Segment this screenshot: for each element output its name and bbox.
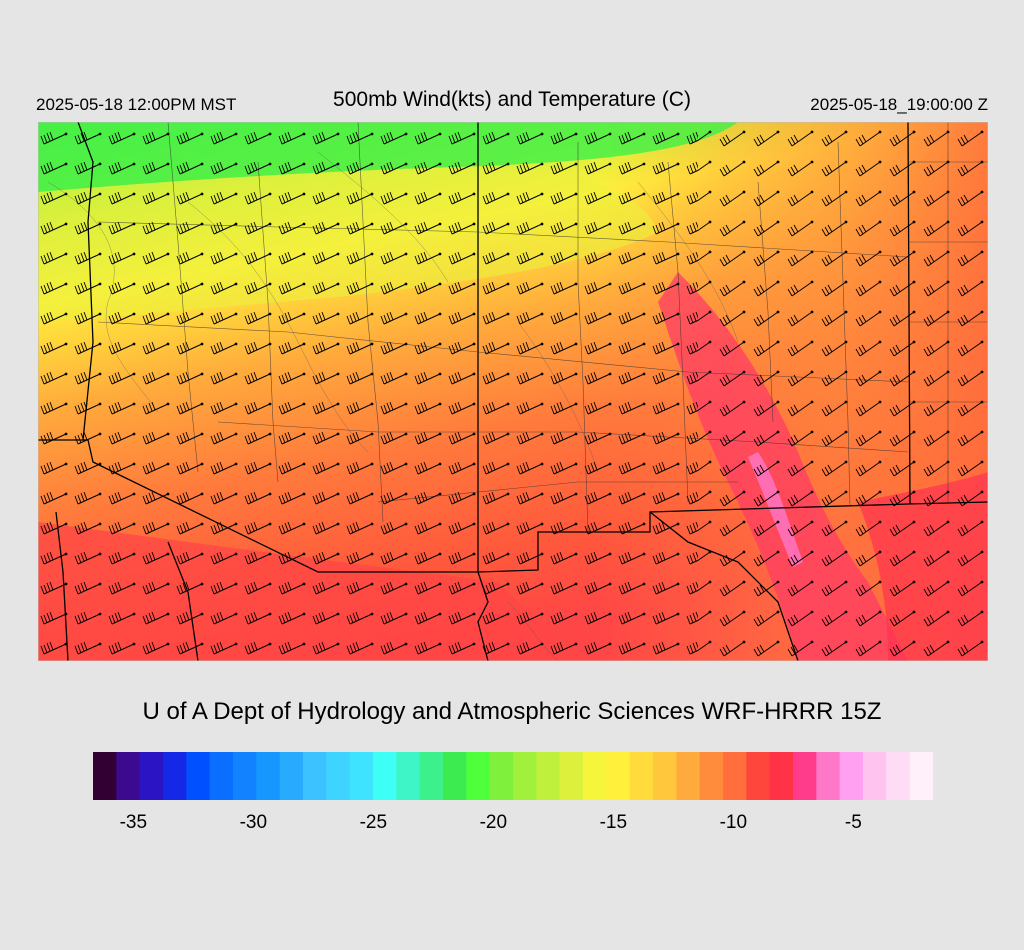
map-canvas <box>38 122 988 661</box>
colorbar-swatch <box>746 752 771 800</box>
colorbar-tick-label: -20 <box>479 812 508 833</box>
temperature-colorbar <box>93 752 933 800</box>
temperature-wind-map <box>38 122 988 661</box>
colorbar-swatch <box>769 752 794 800</box>
colorbar-swatch <box>723 752 747 800</box>
colorbar-swatch <box>816 752 841 800</box>
colorbar-swatch <box>326 752 351 800</box>
colorbar-swatch <box>629 752 654 800</box>
colorbar-swatch <box>699 752 724 800</box>
colorbar-swatch <box>606 752 631 800</box>
map-title: 500mb Wind(kts) and Temperature (C) <box>333 88 691 111</box>
colorbar-swatch <box>116 752 141 800</box>
wind-barbs-west <box>38 122 698 661</box>
colorbar-tick-label: -5 <box>844 812 862 833</box>
colorbar-swatch <box>653 752 677 800</box>
colorbar-swatch <box>909 752 933 800</box>
wind-barbs-east <box>698 122 988 661</box>
colorbar-tick-label: -25 <box>359 812 388 833</box>
colorbar-swatch <box>233 752 257 800</box>
colorbar-tick-label: -15 <box>599 812 628 833</box>
colorbar-swatch <box>209 752 234 800</box>
colorbar-swatch <box>839 752 864 800</box>
colorbar-tick-label: -10 <box>719 812 748 833</box>
colorbar-tick-labels: -35 -30 -25 -20 -15 -10 -5 <box>93 812 933 842</box>
colorbar-swatch <box>466 752 491 800</box>
valid-time-utc: 2025-05-18_19:00:00 Z <box>810 95 988 114</box>
colorbar-swatch <box>793 752 817 800</box>
colorbar-swatch <box>559 752 584 800</box>
colorbar-swatches <box>93 752 933 800</box>
colorbar-swatch <box>373 752 397 800</box>
colorbar-tick-label: -35 <box>119 812 148 833</box>
colorbar-swatch <box>279 752 304 800</box>
valid-time-local: 2025-05-18 12:00PM MST <box>36 95 237 114</box>
model-credit: U of A Dept of Hydrology and Atmospheric… <box>142 698 882 725</box>
colorbar-swatch <box>513 752 537 800</box>
colorbar-swatch <box>419 752 444 800</box>
colorbar-swatch <box>886 752 911 800</box>
colorbar-swatch <box>303 752 327 800</box>
colorbar-swatch <box>863 752 887 800</box>
colorbar-swatch <box>489 752 514 800</box>
colorbar-swatch <box>443 752 467 800</box>
colorbar-swatch <box>163 752 187 800</box>
colorbar-swatch <box>583 752 607 800</box>
colorbar-swatch <box>676 752 701 800</box>
colorbar-swatch <box>396 752 421 800</box>
colorbar-swatch <box>256 752 281 800</box>
colorbar-swatch <box>536 752 561 800</box>
colorbar-swatch <box>349 752 374 800</box>
colorbar-swatch <box>139 752 164 800</box>
colorbar-swatch <box>186 752 211 800</box>
colorbar-swatch <box>93 752 117 800</box>
colorbar-tick-label: -30 <box>239 812 268 833</box>
